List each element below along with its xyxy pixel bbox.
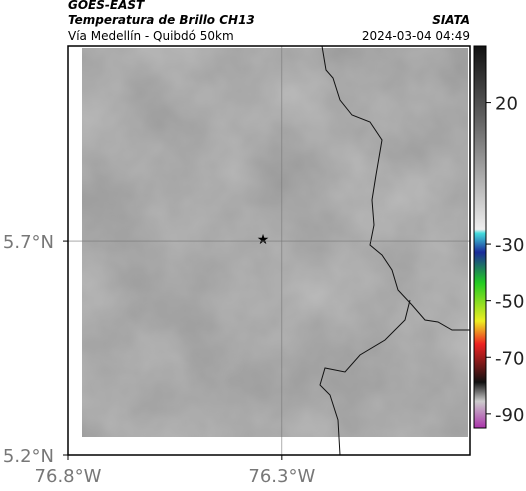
border xyxy=(321,46,470,331)
colorbar-tick-label: -70 xyxy=(495,348,524,369)
colorbar-tick-label: -50 xyxy=(495,292,524,313)
map-area: ★ xyxy=(68,46,470,455)
location-marker: ★ xyxy=(257,232,270,248)
colorbar xyxy=(473,45,487,429)
source: SIATA xyxy=(432,13,470,27)
colorbar-tick-label: -30 xyxy=(495,235,524,256)
y-tick-label: 5.7°N xyxy=(3,232,54,253)
product: Temperatura de Brillo CH13 xyxy=(68,13,255,27)
map-frame xyxy=(67,45,471,456)
location: Vía Medellín - Quibdó 50km xyxy=(68,29,234,43)
colorbar-tick-label: 20 xyxy=(495,94,518,115)
x-tick-label: 76.3°W xyxy=(248,466,315,487)
y-tick-label: 5.2°N xyxy=(3,446,54,467)
border xyxy=(319,299,411,455)
cloud-texture xyxy=(82,48,468,437)
x-tick-label: 76.8°W xyxy=(35,466,102,487)
datetime: 2024-03-04 04:49 xyxy=(362,29,470,43)
satellite: GOES-EAST xyxy=(68,0,145,12)
colorbar-tick-label: -90 xyxy=(495,405,524,426)
